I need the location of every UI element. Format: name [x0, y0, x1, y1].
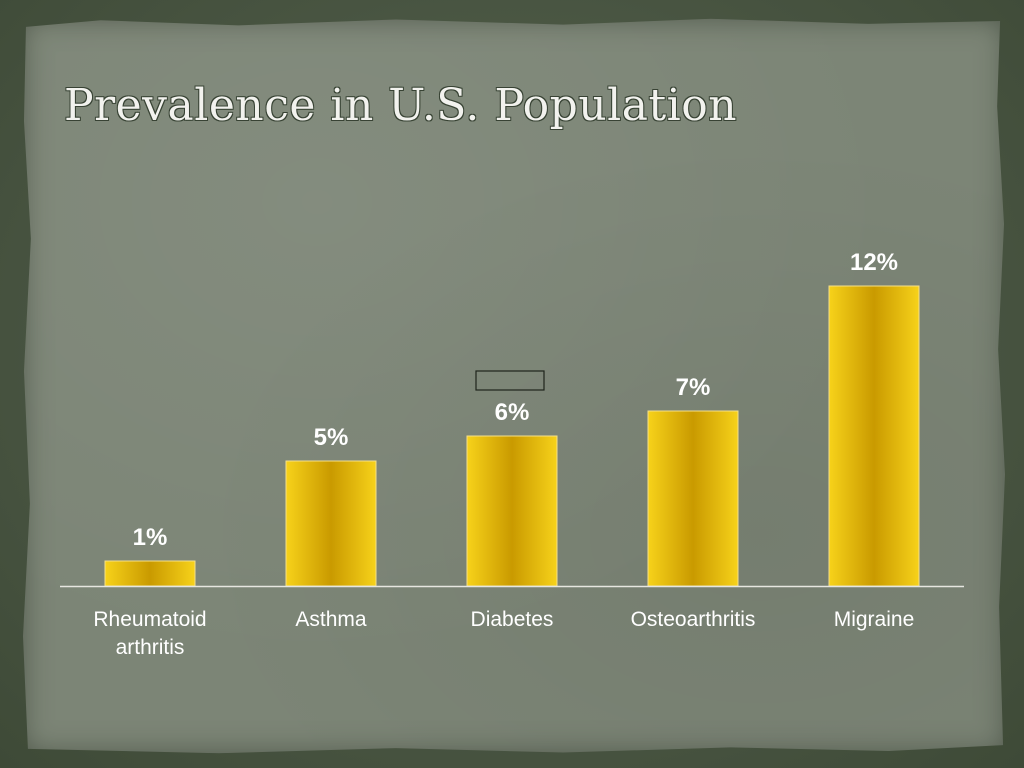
category-label-2: Diabetes [471, 608, 554, 631]
category-labels-group: Rheumatoid arthritis Asthma Diabetes Osteoar… [93, 608, 914, 659]
bars-group [104, 285, 920, 587]
category-label-line: Diabetes [471, 608, 554, 631]
bar-3 [647, 410, 739, 587]
category-label-line: Asthma [295, 608, 367, 631]
category-label-line: Migraine [834, 608, 915, 631]
bar-0 [104, 560, 196, 587]
data-label-2: 6% [495, 399, 530, 426]
bar-1 [285, 460, 377, 587]
data-label-4: 12% [850, 249, 898, 276]
data-label-0: 1% [133, 524, 168, 551]
category-label-1: Asthma [295, 608, 367, 631]
data-label-3: 7% [676, 374, 711, 401]
category-label-3: Osteoarthritis [631, 608, 756, 631]
category-label-line: Osteoarthritis [631, 608, 756, 631]
bar-2 [466, 435, 558, 587]
data-label-1: 5% [314, 424, 349, 451]
slide-title: Prevalence in U.S. Population [64, 80, 738, 131]
bar-4 [828, 285, 920, 587]
value-labels-group: 1% 5% 6% 7% 12% [133, 249, 898, 551]
empty-annotation-box [475, 370, 545, 391]
category-label-line: arthritis [116, 636, 185, 659]
category-label-4: Migraine [834, 608, 915, 631]
category-label-0: Rheumatoid arthritis [93, 608, 206, 659]
category-label-line: Rheumatoid [93, 608, 206, 631]
